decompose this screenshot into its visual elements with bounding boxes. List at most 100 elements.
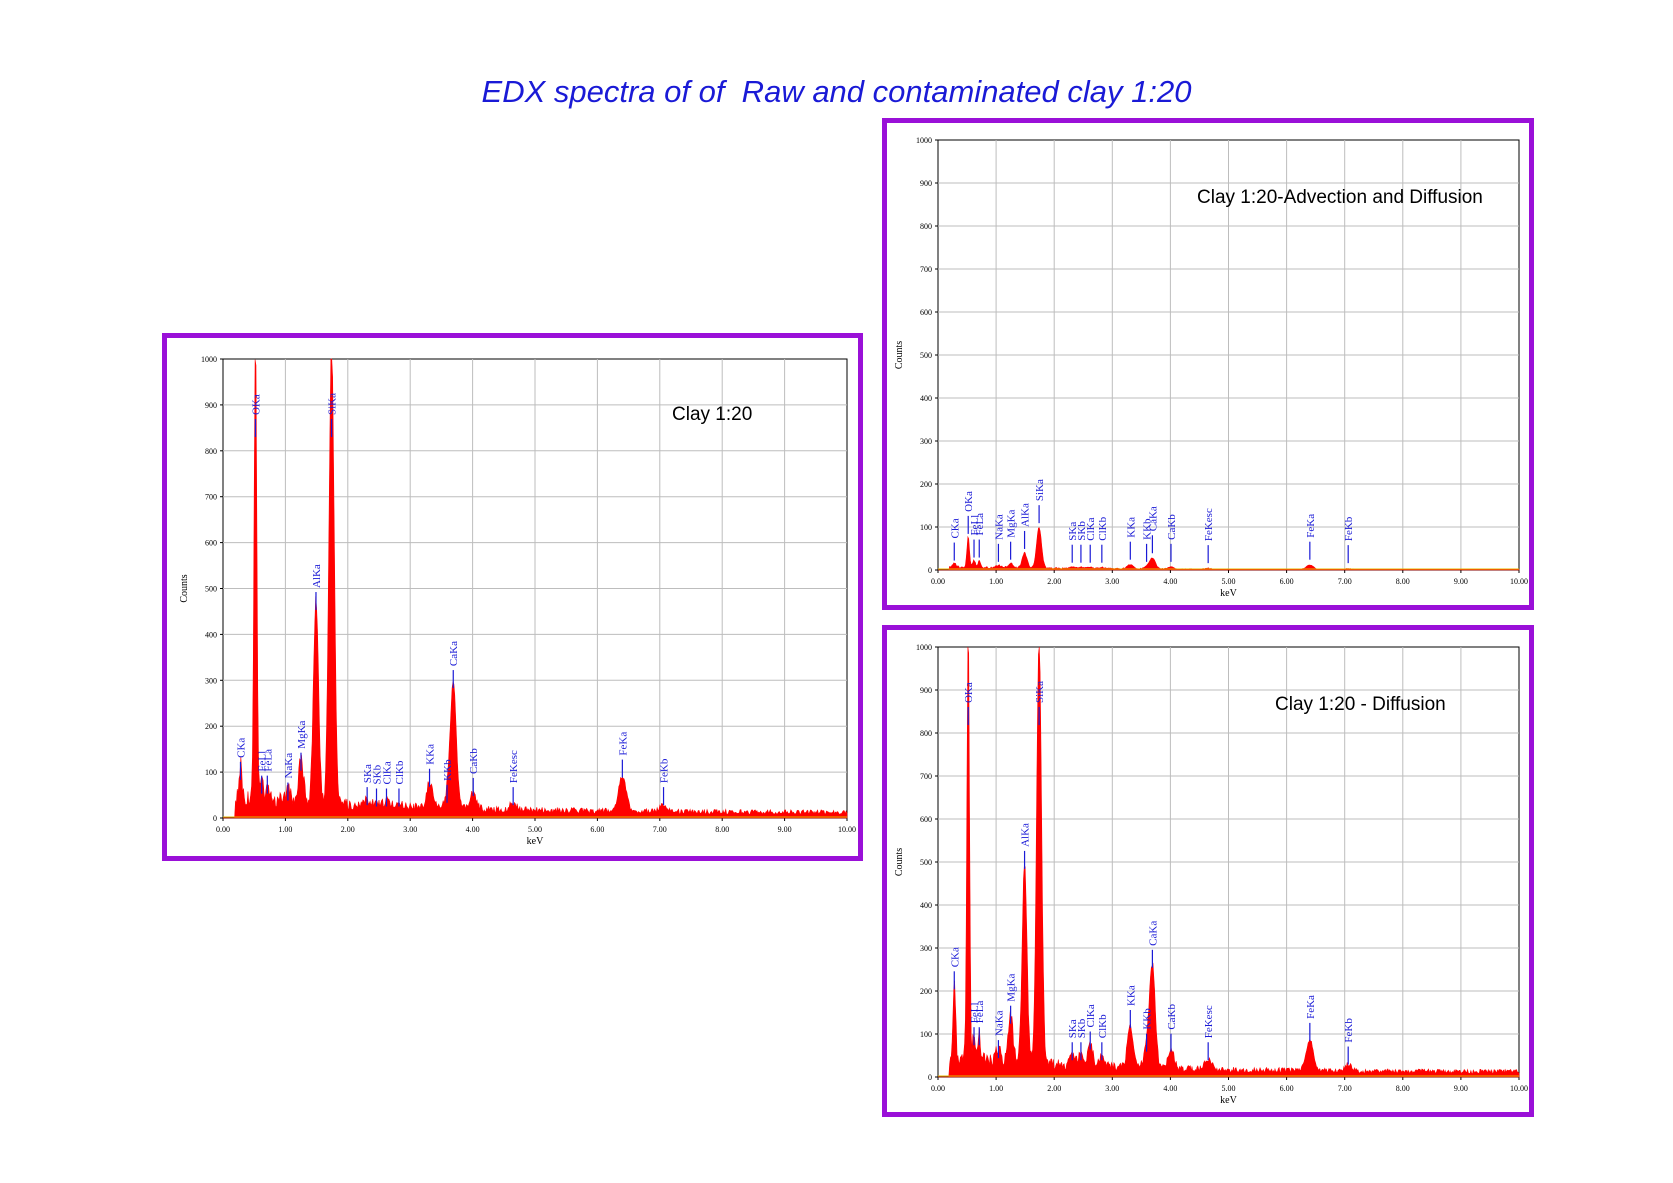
x-tick-label: 6.00 xyxy=(590,825,604,834)
peak-label-SiKa: SiKa xyxy=(1034,681,1046,703)
x-tick-label: 0.00 xyxy=(931,577,945,586)
x-tick-label: 6.00 xyxy=(1280,1084,1294,1093)
y-tick-label: 0 xyxy=(928,1073,932,1082)
x-tick-label: 5.00 xyxy=(1222,1084,1236,1093)
spectrum-chart-diffusion: 0.00 1.00 2.00 3.00 4.00 5.00 6.00 7.00 8.00 9.00… xyxy=(894,643,1528,1106)
peak-label-FeKesc: FeKesc xyxy=(1203,1005,1215,1038)
peak-label-ClKa: ClKa xyxy=(1085,1004,1097,1027)
peak-label-FeKa: FeKa xyxy=(1305,514,1317,538)
peak-label-CaKb: CaKb xyxy=(1166,1003,1178,1029)
peak-label-CaKa: CaKa xyxy=(448,641,460,666)
y-tick-label: 600 xyxy=(205,539,217,548)
x-tick-label: 3.00 xyxy=(1105,577,1119,586)
peak-label-NaKa: NaKa xyxy=(993,514,1005,540)
x-tick-label: 7.00 xyxy=(653,825,667,834)
x-tick-label: 9.00 xyxy=(778,825,792,834)
y-tick-label: 200 xyxy=(205,722,217,731)
x-tick-label: 5.00 xyxy=(528,825,542,834)
peak-label-OKa: OKa xyxy=(963,682,975,703)
peak-label-CKa: CKa xyxy=(949,518,961,538)
y-tick-label: 700 xyxy=(920,265,932,274)
spectrum-panel-raw: 0.00 1.00 2.00 3.00 4.00 5.00 6.00 7.00 8.00 9.00… xyxy=(162,333,863,861)
x-tick-label: 6.00 xyxy=(1280,577,1294,586)
x-tick-label: 8.00 xyxy=(1396,577,1410,586)
y-tick-label: 600 xyxy=(920,815,932,824)
peak-label-SKb: SKb xyxy=(1076,521,1088,541)
y-axis-title: Counts xyxy=(894,341,905,369)
peak-label-AlKa: AlKa xyxy=(1020,503,1032,527)
spectrum-area xyxy=(223,358,848,819)
x-tick-label: 10.00 xyxy=(1510,1084,1528,1093)
x-tick-label: 2.00 xyxy=(1047,577,1061,586)
peak-label-FeKb: FeKb xyxy=(1343,516,1355,541)
peak-label-MgKa: MgKa xyxy=(296,720,308,748)
x-tick-label: 1.00 xyxy=(989,1084,1003,1093)
y-tick-label: 500 xyxy=(920,858,932,867)
peak-label-SKa: SKa xyxy=(1067,522,1079,541)
peak-label-KKb: KKb xyxy=(442,759,454,781)
x-tick-label: 1.00 xyxy=(989,577,1003,586)
y-tick-label: 900 xyxy=(205,401,217,410)
peak-label-AlKa: AlKa xyxy=(311,564,323,588)
x-tick-label: 2.00 xyxy=(1047,1084,1061,1093)
page-title: EDX spectra of of Raw and contaminated c… xyxy=(481,74,1192,109)
peak-label-ClKa: ClKa xyxy=(381,761,393,784)
x-tick-label: 10.00 xyxy=(1510,577,1528,586)
y-tick-label: 0 xyxy=(213,814,217,823)
y-tick-label: 900 xyxy=(920,179,932,188)
x-tick-label: 4.00 xyxy=(1163,577,1177,586)
x-tick-label: 1.00 xyxy=(278,825,292,834)
x-tick-label: 7.00 xyxy=(1338,1084,1352,1093)
peak-label-NaKa: NaKa xyxy=(283,753,295,779)
peak-label-FeKb: FeKb xyxy=(1343,1018,1355,1043)
y-tick-label: 100 xyxy=(920,523,932,532)
peak-label-NaKa: NaKa xyxy=(993,1010,1005,1036)
peak-label-FeLa: FeLa xyxy=(974,513,986,536)
peak-label-SiKa: SiKa xyxy=(1034,479,1046,501)
peak-label-CaKb: CaKb xyxy=(468,748,480,774)
sample-label: Clay 1:20 xyxy=(672,404,752,425)
x-axis-title: keV xyxy=(527,836,544,847)
spectrum-chart-advection-diffusion: 0.00 1.00 2.00 3.00 4.00 5.00 6.00 7.00 8.00 9.00… xyxy=(894,136,1528,599)
y-tick-label: 200 xyxy=(920,987,932,996)
spectrum-panel-diffusion: 0.00 1.00 2.00 3.00 4.00 5.00 6.00 7.00 8.00 9.00… xyxy=(882,625,1534,1117)
y-tick-label: 500 xyxy=(920,351,932,360)
peak-label-MgKa: MgKa xyxy=(1006,973,1018,1001)
peak-label-ClKb: ClKb xyxy=(394,760,406,784)
y-tick-label: 0 xyxy=(928,566,932,575)
x-tick-label: 5.00 xyxy=(1222,577,1236,586)
y-tick-label: 600 xyxy=(920,308,932,317)
y-tick-label: 400 xyxy=(920,394,932,403)
x-tick-label: 4.00 xyxy=(1163,1084,1177,1093)
peak-label-OKa: OKa xyxy=(250,394,262,415)
y-tick-label: 1000 xyxy=(916,136,932,145)
spectrum-chart-raw: 0.00 1.00 2.00 3.00 4.00 5.00 6.00 7.00 8.00 9.00… xyxy=(179,355,856,847)
peak-label-OKa: OKa xyxy=(963,491,975,512)
peak-label-CaKb: CaKb xyxy=(1166,514,1178,540)
peak-label-FeLl: FeLl xyxy=(969,1002,981,1023)
peak-label-ClKa: ClKa xyxy=(1085,517,1097,540)
peak-label-SiKa: SiKa xyxy=(327,393,339,415)
peak-label-FeLl: FeLl xyxy=(257,751,269,772)
peak-label-CKa: CKa xyxy=(235,738,247,758)
peak-label-CKa: CKa xyxy=(949,947,961,967)
y-tick-label: 400 xyxy=(920,901,932,910)
x-tick-label: 3.00 xyxy=(403,825,417,834)
peak-label-ClKb: ClKb xyxy=(1097,516,1109,540)
y-tick-label: 100 xyxy=(920,1030,932,1039)
peak-label-FeLa: FeLa xyxy=(974,1000,986,1023)
x-tick-label: 0.00 xyxy=(931,1084,945,1093)
spectrum-panel-advection-diffusion: 0.00 1.00 2.00 3.00 4.00 5.00 6.00 7.00 8.00 9.00… xyxy=(882,118,1534,610)
peak-label-KKa: KKa xyxy=(1125,517,1137,538)
x-tick-label: 8.00 xyxy=(1396,1084,1410,1093)
y-tick-label: 800 xyxy=(920,729,932,738)
y-axis-title: Counts xyxy=(894,848,905,876)
peak-label-FeKesc: FeKesc xyxy=(1203,508,1215,541)
peak-label-FeKa: FeKa xyxy=(1305,995,1317,1019)
peak-label-FeKa: FeKa xyxy=(617,732,629,756)
spectrum-area xyxy=(938,646,1520,1078)
y-tick-label: 800 xyxy=(205,447,217,456)
x-tick-label: 2.00 xyxy=(341,825,355,834)
x-tick-label: 9.00 xyxy=(1454,1084,1468,1093)
y-tick-label: 400 xyxy=(205,630,217,639)
